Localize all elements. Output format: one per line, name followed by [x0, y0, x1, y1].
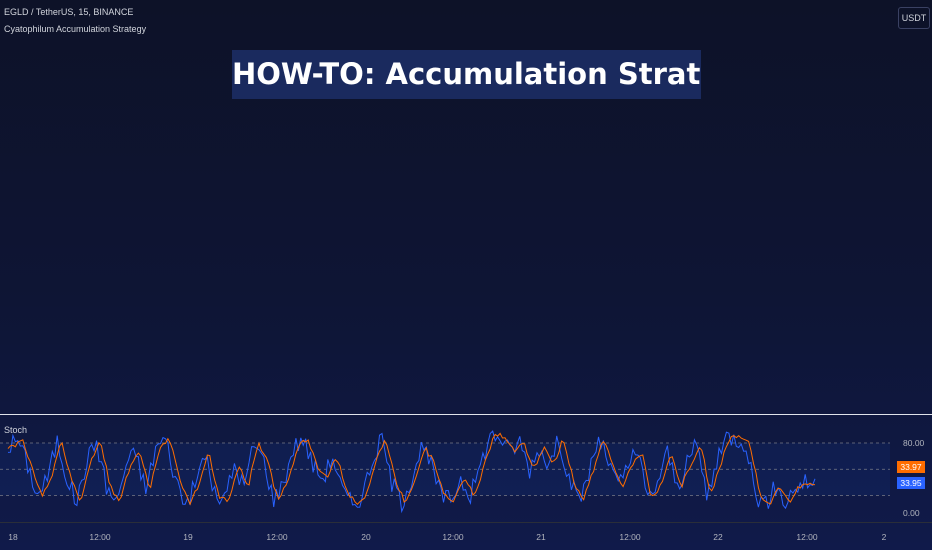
symbol-title: EGLD / TetherUS, 15, BINANCE: [4, 7, 134, 17]
time-tick-label: 12:00: [442, 532, 464, 542]
stoch-value-text: 33.97: [900, 462, 922, 472]
currency-button[interactable]: USDT: [898, 7, 930, 29]
time-tick-label: 12:00: [89, 532, 111, 542]
stoch-value-text: 33.95: [900, 478, 922, 488]
time-tick-label: 19: [183, 532, 193, 542]
stoch-k-line: [7, 430, 816, 514]
time-tick-label: 12:00: [619, 532, 641, 542]
time-tick-label: 2: [882, 532, 887, 542]
time-tick-label: 12:00: [796, 532, 818, 542]
time-tick-label: 12:00: [266, 532, 288, 542]
title-banner: HOW-TO: Accumulation Strategy 2024: [232, 50, 701, 99]
time-tick-label: 20: [361, 532, 371, 542]
stoch-value-badge: [897, 477, 925, 489]
strategy-name: Cyatophilum Accumulation Strategy: [4, 24, 147, 34]
stoch-tick-label: 80.00: [903, 438, 925, 448]
time-tick-label: 22: [713, 532, 723, 542]
time-tick-label: 21: [536, 532, 546, 542]
stoch-tick-label: 0.00: [903, 508, 920, 518]
stoch-d-line: [7, 432, 816, 506]
stoch-title: Stoch: [4, 425, 27, 435]
stoch-value-badge: [897, 461, 925, 473]
time-tick-label: 18: [8, 532, 18, 542]
